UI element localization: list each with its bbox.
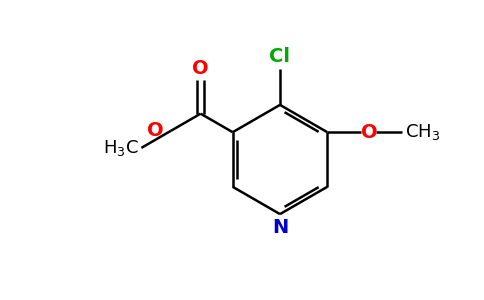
Text: N: N xyxy=(272,218,288,237)
Text: H$_3$C: H$_3$C xyxy=(103,138,139,158)
Text: O: O xyxy=(147,121,164,140)
Text: O: O xyxy=(361,123,378,142)
Text: O: O xyxy=(192,58,209,78)
Text: CH$_3$: CH$_3$ xyxy=(405,122,440,142)
Text: Cl: Cl xyxy=(270,47,290,66)
